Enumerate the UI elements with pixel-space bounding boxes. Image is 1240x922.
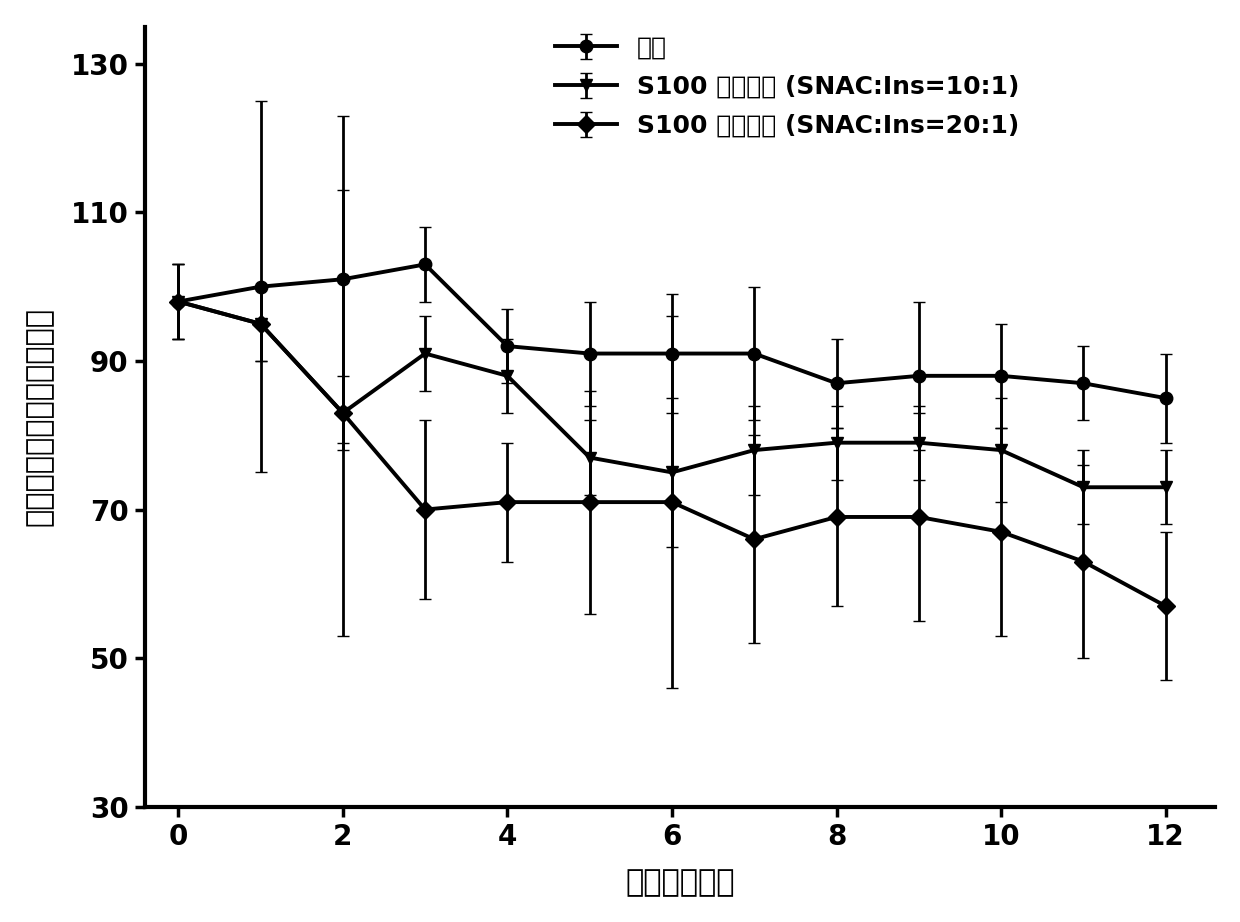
Y-axis label: 血糖水平（起始的百分比）: 血糖水平（起始的百分比）: [25, 307, 55, 526]
Legend: 对照, S100 肠溶胶囊 (SNAC:Ins=10:1), S100 肠溶胶囊 (SNAC:Ins=20:1): 对照, S100 肠溶胶囊 (SNAC:Ins=10:1), S100 肠溶胶囊…: [542, 24, 1032, 150]
X-axis label: 时间（小时）: 时间（小时）: [625, 868, 735, 897]
